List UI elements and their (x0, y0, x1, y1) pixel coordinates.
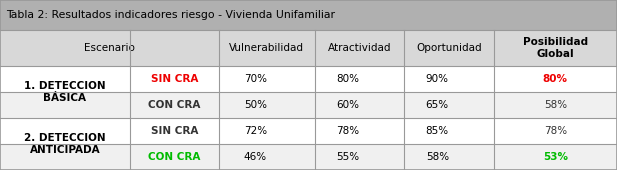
Bar (0, 144, 617, 170)
Text: SIN CRA: SIN CRA (151, 126, 198, 136)
Text: Escenario: Escenario (84, 43, 135, 53)
Text: Atractividad: Atractividad (328, 43, 391, 53)
Text: Tabla 2: Resultados indicadores riesgo - Vivienda Unifamiliar: Tabla 2: Resultados indicadores riesgo -… (6, 10, 335, 20)
Text: 65%: 65% (426, 100, 449, 110)
Text: 90%: 90% (426, 74, 449, 84)
Text: 1. DETECCION
BÁSICA: 1. DETECCION BÁSICA (24, 81, 106, 103)
Text: 46%: 46% (244, 152, 267, 162)
Bar (0, 30, 617, 66)
Text: 80%: 80% (336, 74, 359, 84)
Text: 72%: 72% (244, 126, 267, 136)
Bar (0, 0, 617, 30)
Text: Vulnerabilidad: Vulnerabilidad (230, 43, 304, 53)
Text: Posibilidad
Global: Posibilidad Global (523, 37, 588, 59)
Text: 55%: 55% (336, 152, 359, 162)
Text: 50%: 50% (244, 100, 267, 110)
Bar (0, 66, 617, 92)
Text: CON CRA: CON CRA (148, 100, 201, 110)
Text: 85%: 85% (426, 126, 449, 136)
Text: Oportunidad: Oportunidad (416, 43, 482, 53)
Bar (0, 118, 617, 144)
Text: CON CRA: CON CRA (148, 152, 201, 162)
Text: 70%: 70% (244, 74, 267, 84)
Text: 58%: 58% (426, 152, 449, 162)
Text: 2. DETECCION
ANTICIPADA: 2. DETECCION ANTICIPADA (24, 133, 106, 155)
Text: 60%: 60% (336, 100, 359, 110)
Text: SIN CRA: SIN CRA (151, 74, 198, 84)
Text: 78%: 78% (336, 126, 359, 136)
Text: 58%: 58% (544, 100, 567, 110)
Text: 53%: 53% (543, 152, 568, 162)
Text: 78%: 78% (544, 126, 567, 136)
Text: 80%: 80% (543, 74, 568, 84)
Bar (0, 92, 617, 118)
